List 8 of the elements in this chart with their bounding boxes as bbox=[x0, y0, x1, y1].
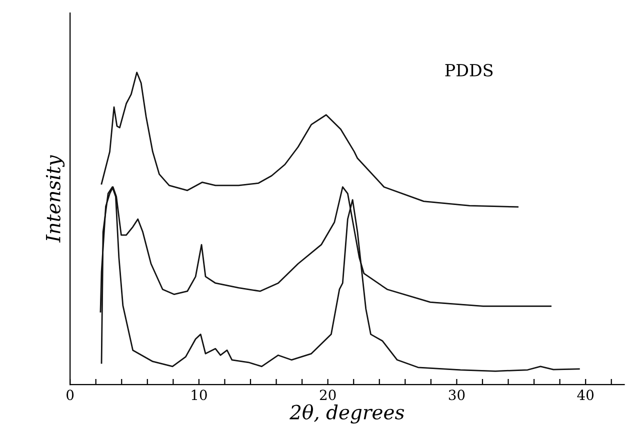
annotation: PDDS bbox=[445, 64, 493, 76]
x-tick-label: 0 bbox=[66, 390, 74, 400]
x-tick-label: 20 bbox=[320, 390, 336, 400]
x-tick-label: 40 bbox=[577, 390, 594, 400]
x-axis-title: 2θ, degrees bbox=[290, 404, 404, 424]
x-tick-label: 30 bbox=[448, 390, 465, 400]
x-tick-label: 10 bbox=[192, 390, 207, 400]
y-axis-title: Intensity bbox=[46, 155, 65, 243]
